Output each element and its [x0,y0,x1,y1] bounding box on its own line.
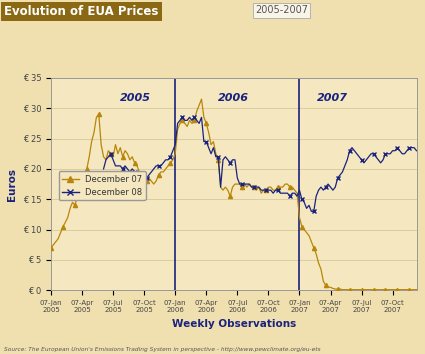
December 08 [347,149,352,153]
Line: December 08: December 08 [102,115,419,213]
December 08 [414,149,419,153]
December 07 [352,287,357,292]
Text: 2007: 2007 [317,93,348,103]
December 07 [48,246,54,250]
December 07 [340,287,345,292]
Y-axis label: Euros: Euros [7,167,17,201]
December 07 [414,287,419,292]
December 08 [175,121,180,126]
X-axis label: Weekly Observations: Weekly Observations [172,319,296,329]
Legend: December 07, December 08: December 07, December 08 [59,171,146,200]
December 08 [361,161,366,165]
December 08 [178,118,183,122]
December 07 [366,287,371,292]
December 07 [199,97,204,101]
Text: Source: The European Union's Emissions Trading System in perspective - http://ww: Source: The European Union's Emissions T… [4,347,321,352]
December 08 [280,191,285,195]
December 07 [175,127,180,132]
December 07 [178,121,183,126]
Line: December 07: December 07 [49,97,419,292]
December 07 [283,182,288,186]
Text: 2005-2007: 2005-2007 [255,5,308,15]
December 08 [321,188,326,192]
Text: 2005: 2005 [119,93,150,103]
Text: Evolution of EUA Prices: Evolution of EUA Prices [4,5,159,18]
December 07 [323,283,328,287]
Text: 2006: 2006 [218,93,249,103]
